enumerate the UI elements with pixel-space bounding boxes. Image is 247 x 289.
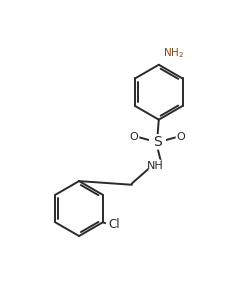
Text: NH: NH: [147, 161, 164, 171]
Text: NH$_2$: NH$_2$: [163, 46, 184, 60]
Circle shape: [129, 132, 139, 142]
Text: O: O: [177, 132, 185, 142]
Text: Cl: Cl: [108, 218, 120, 231]
Circle shape: [148, 159, 163, 173]
Circle shape: [176, 132, 186, 142]
Text: O: O: [130, 132, 138, 142]
FancyBboxPatch shape: [150, 135, 165, 149]
Text: S: S: [153, 135, 162, 149]
Circle shape: [106, 217, 121, 232]
